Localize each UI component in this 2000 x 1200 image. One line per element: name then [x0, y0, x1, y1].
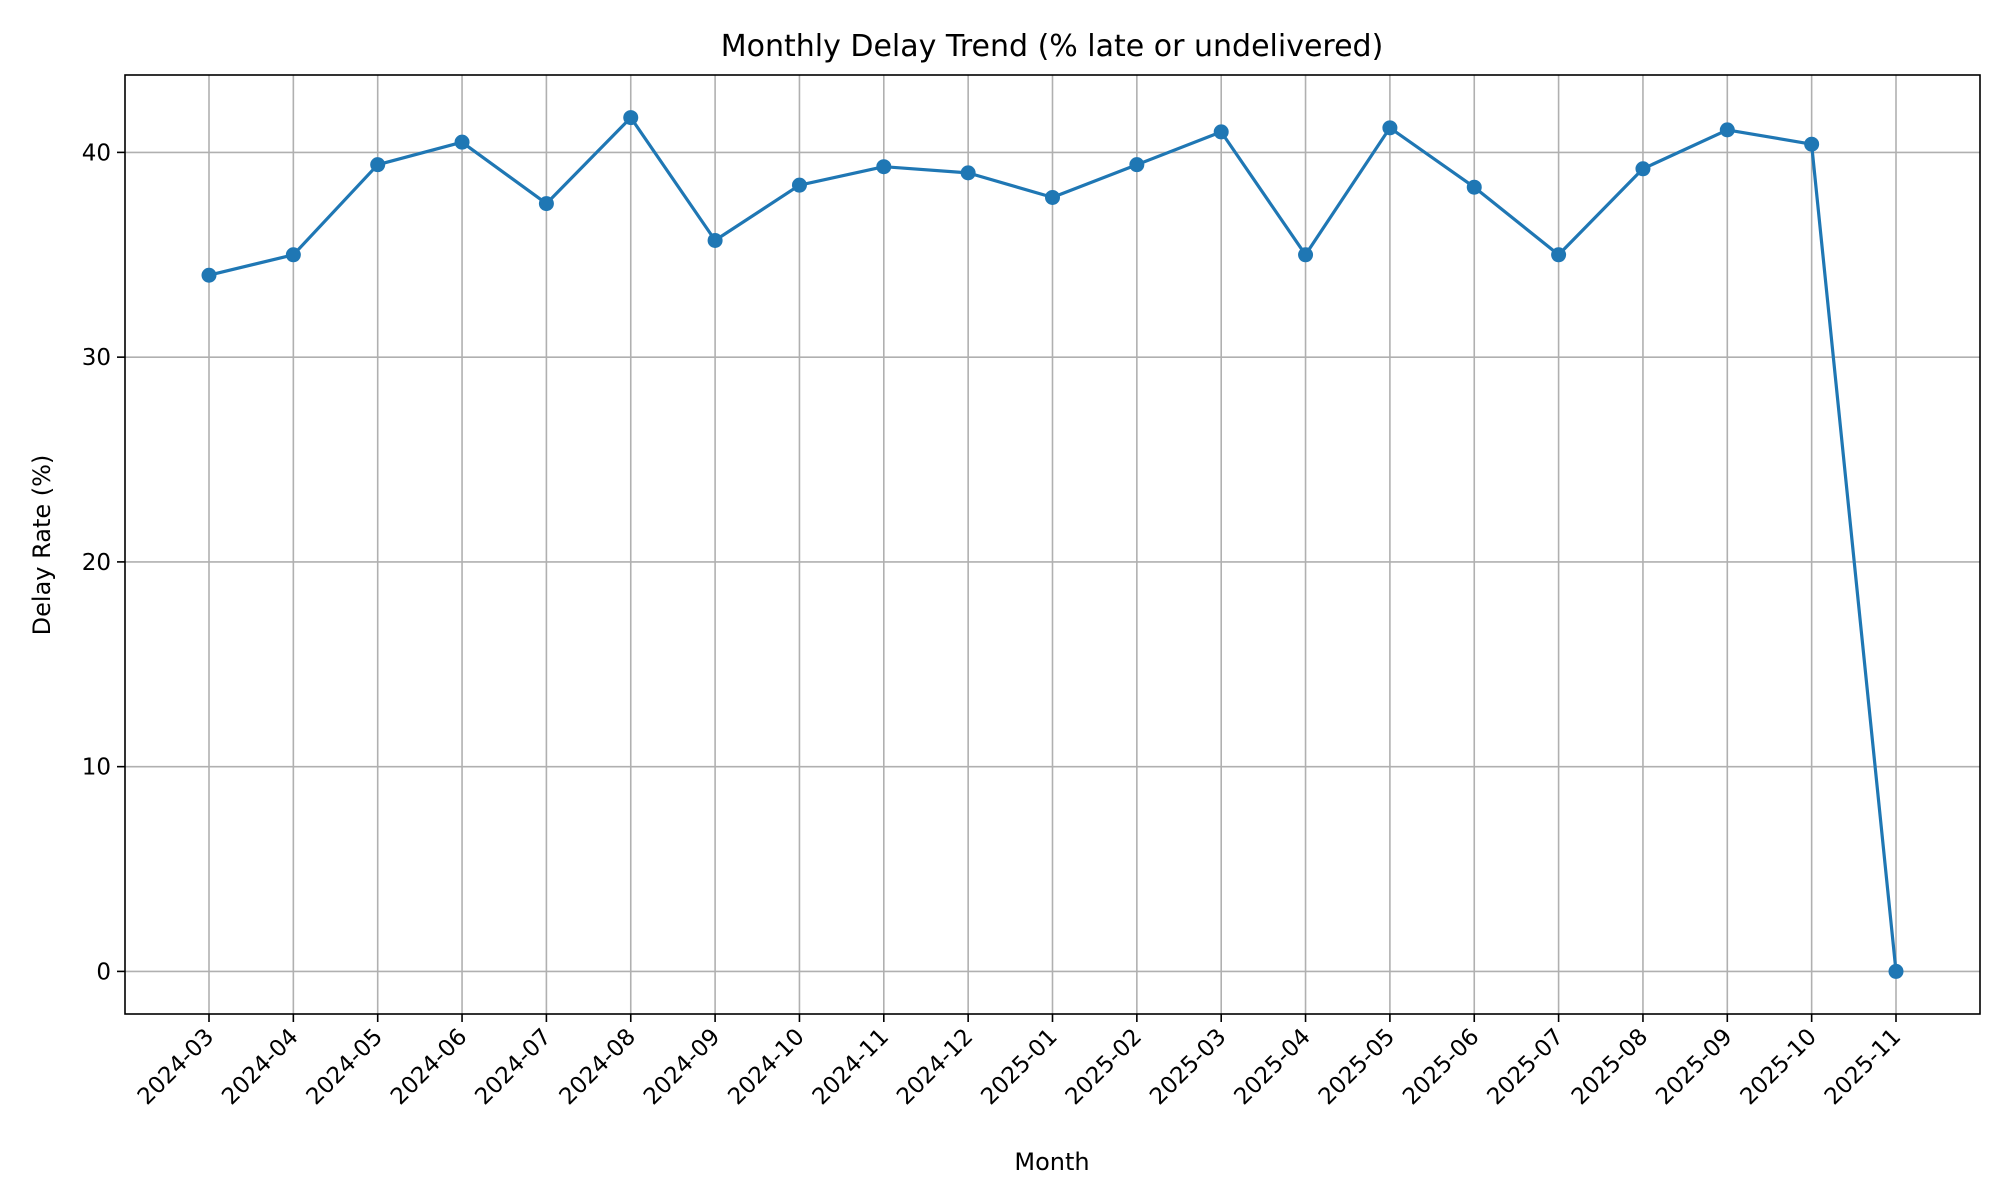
- x-tick-label: 2025-03: [1145, 1024, 1231, 1110]
- x-tick-label: 2025-01: [976, 1024, 1062, 1110]
- x-tick-label: 2024-07: [470, 1024, 556, 1110]
- x-axis-label: Month: [1014, 1148, 1089, 1176]
- y-tick-label: 30: [82, 345, 111, 371]
- data-point: [1382, 120, 1398, 136]
- series-layer: [201, 110, 1904, 979]
- x-tick-label: 2024-04: [217, 1024, 303, 1110]
- data-point: [876, 159, 892, 175]
- y-tick-label: 40: [82, 140, 111, 166]
- x-tick-label: 2024-09: [639, 1024, 725, 1110]
- data-point: [201, 267, 217, 283]
- x-tick-label: 2024-12: [892, 1024, 978, 1110]
- data-point: [1804, 136, 1820, 152]
- data-point: [791, 177, 807, 193]
- data-point: [960, 165, 976, 181]
- x-tick-label: 2025-07: [1482, 1024, 1568, 1110]
- x-tick-label: 2025-04: [1229, 1024, 1315, 1110]
- data-point: [1213, 124, 1229, 140]
- chart-title: Monthly Delay Trend (% late or undeliver…: [721, 29, 1384, 64]
- data-point: [1045, 189, 1060, 205]
- x-tick-label: 2025-10: [1736, 1024, 1822, 1110]
- data-point: [1888, 963, 1904, 979]
- x-tick-label: 2025-06: [1398, 1024, 1484, 1110]
- x-tick-label: 2024-05: [302, 1024, 388, 1110]
- y-tick-label: 10: [82, 755, 111, 781]
- data-point: [285, 247, 301, 263]
- y-tick-label: 0: [96, 959, 111, 985]
- data-point: [1551, 247, 1567, 263]
- x-tick-label: 2025-08: [1567, 1024, 1653, 1110]
- y-axis: 0 10 20 30 40: [82, 140, 125, 985]
- x-tick-label: 2024-08: [555, 1024, 641, 1110]
- grid: [125, 75, 1980, 1014]
- y-axis-label: Delay Rate (%): [28, 455, 56, 636]
- data-point: [623, 110, 639, 126]
- data-point: [1719, 122, 1735, 138]
- x-axis: 2024-032024-042024-052024-062024-072024-…: [133, 1014, 1906, 1110]
- data-point: [1466, 179, 1482, 195]
- x-tick-label: 2025-11: [1820, 1024, 1906, 1110]
- data-point: [370, 157, 386, 173]
- data-point: [1298, 247, 1314, 263]
- data-point: [1129, 157, 1145, 173]
- data-point: [707, 232, 723, 248]
- x-tick-label: 2024-11: [808, 1024, 894, 1110]
- x-tick-label: 2025-02: [1061, 1024, 1147, 1110]
- data-point: [454, 134, 470, 150]
- x-tick-label: 2025-05: [1314, 1024, 1400, 1110]
- data-point: [538, 196, 554, 212]
- x-tick-label: 2024-10: [723, 1024, 809, 1110]
- x-tick-label: 2025-09: [1651, 1024, 1737, 1110]
- x-tick-label: 2024-03: [133, 1024, 219, 1110]
- data-point: [1635, 161, 1651, 177]
- y-tick-label: 20: [82, 550, 111, 576]
- x-tick-label: 2024-06: [386, 1024, 472, 1110]
